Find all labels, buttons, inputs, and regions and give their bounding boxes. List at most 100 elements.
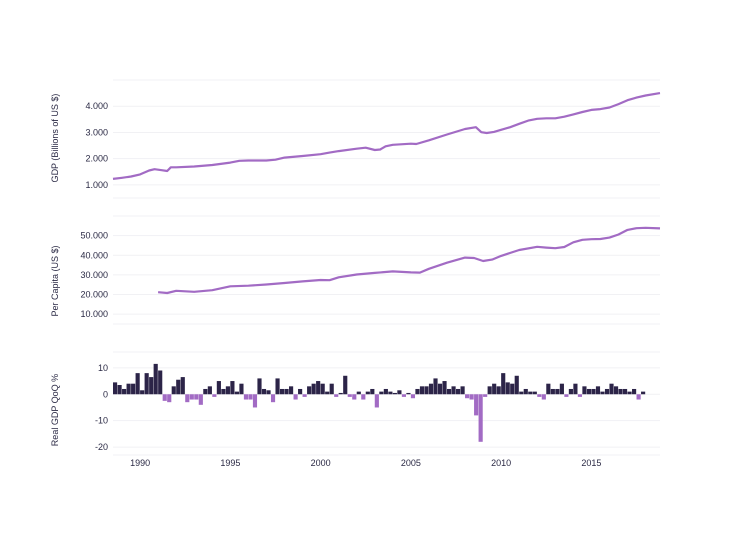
y-tick-label: 50.000 <box>80 231 108 241</box>
qoq-bar <box>541 394 546 400</box>
qoq-bar <box>266 390 271 395</box>
qoq-bar <box>334 394 339 397</box>
x-tick-label: 2015 <box>581 458 601 468</box>
qoq-bar <box>622 388 628 395</box>
x-tick-label: 1995 <box>220 458 240 468</box>
qoq-bar <box>320 383 325 395</box>
qoq-bar <box>469 394 474 400</box>
qoq-bar <box>465 394 470 399</box>
qoq-bar <box>415 388 420 395</box>
per-capita-panel: 10.000 20.000 30.000 40.000 50.000 Per Capit… <box>50 215 661 325</box>
qoq-bar <box>298 388 303 395</box>
qoq-bar <box>433 378 438 395</box>
qoq-bar <box>216 381 221 395</box>
qoq-bar <box>135 373 140 395</box>
qoq-bar <box>410 394 416 399</box>
qoq-bar <box>523 388 528 395</box>
qoq-bar <box>162 394 167 401</box>
qoq-bar <box>126 383 131 395</box>
y-tick-label: 4.000 <box>85 101 108 111</box>
qoq-bar <box>343 375 348 395</box>
qoq-bar <box>167 394 172 403</box>
per-capita-series-line <box>158 226 661 295</box>
qoq-bar <box>451 386 456 395</box>
qoq-bar <box>446 388 452 395</box>
qoq-bar <box>632 388 637 395</box>
qoq-bar <box>537 394 542 397</box>
qoq-bar <box>568 388 573 395</box>
qoq-bar <box>613 386 619 395</box>
qoq-bar <box>636 394 641 400</box>
qoq-bar <box>185 394 190 403</box>
qoq-bar <box>347 394 352 397</box>
qoq-bar <box>176 379 181 395</box>
gdp-y-axis-label: GDP (Billions of US $) <box>50 94 60 183</box>
qoq-bar <box>627 391 632 395</box>
qoq-bar <box>586 388 592 395</box>
y-tick-label: 20.000 <box>80 290 108 300</box>
qoq-bar <box>284 388 289 395</box>
qoq-bar <box>203 388 208 395</box>
qoq-bar <box>442 381 447 395</box>
qoq-bar <box>379 391 384 395</box>
qoq-bar <box>198 394 203 405</box>
per-capita-gridlines <box>113 215 660 325</box>
qoq-bar <box>252 394 258 408</box>
qoq-bar <box>370 388 375 395</box>
qoq-bar <box>234 391 240 395</box>
gdp-series-line <box>112 92 661 180</box>
qoq-bar <box>573 383 578 395</box>
qoq-bar <box>248 394 253 400</box>
x-tick-labels: 1990 1995 2000 2005 2010 2015 <box>130 458 601 468</box>
x-tick-label: 2000 <box>311 458 331 468</box>
qoq-bar <box>383 388 388 395</box>
qoq-bar <box>239 383 244 395</box>
qoq-y-axis-label: Real GDP QoQ % <box>50 374 60 446</box>
x-tick-label: 2010 <box>491 458 511 468</box>
qoq-bar <box>293 394 298 400</box>
qoq-bar <box>212 394 217 397</box>
qoq-bar <box>437 383 443 395</box>
qoq-bar <box>270 394 276 403</box>
qoq-bar <box>600 391 605 395</box>
qoq-bar <box>424 386 429 395</box>
qoq-bar <box>492 383 497 395</box>
qoq-bar <box>483 394 488 397</box>
gdp-panel: 1.000 2.000 3.000 4.000 GDP (Billions of US… <box>50 79 661 199</box>
qoq-bar <box>550 388 555 395</box>
qoq-bar <box>171 386 176 395</box>
qoq-bar <box>356 391 361 395</box>
y-tick-label: -10 <box>95 416 108 426</box>
qoq-bar <box>261 388 267 395</box>
qoq-bar <box>419 386 425 395</box>
qoq-bar <box>401 394 406 397</box>
qoq-bar <box>478 394 483 442</box>
y-tick-label: 3.000 <box>85 127 108 137</box>
y-tick-label: 30.000 <box>80 270 108 280</box>
qoq-y-tick-labels: -20 -10 0 10 <box>95 363 108 452</box>
qoq-bar <box>519 391 524 395</box>
qoq-bar <box>117 385 122 395</box>
qoq-bar <box>230 381 235 395</box>
qoq-bar <box>487 386 492 395</box>
x-tick-label: 2005 <box>401 458 421 468</box>
qoq-bar <box>604 388 610 395</box>
qoq-bar <box>609 383 614 395</box>
qoq-bar <box>559 383 564 395</box>
qoq-bar <box>501 373 506 395</box>
qoq-bar <box>194 394 199 400</box>
qoq-bar <box>149 377 154 395</box>
qoq-bar <box>374 394 379 408</box>
qoq-bar <box>505 382 510 395</box>
y-tick-label: 40.000 <box>80 250 108 260</box>
qoq-bar <box>325 391 330 395</box>
y-tick-label: 2.000 <box>85 154 108 164</box>
qoq-bar <box>189 394 194 400</box>
x-tick-label: 1990 <box>130 458 150 468</box>
qoq-bar <box>361 394 366 400</box>
qoq-bar <box>546 383 551 395</box>
qoq-bar <box>207 386 212 395</box>
qoq-bar <box>595 386 601 395</box>
per-capita-y-axis-label: Per Capita (US $) <box>50 245 60 316</box>
